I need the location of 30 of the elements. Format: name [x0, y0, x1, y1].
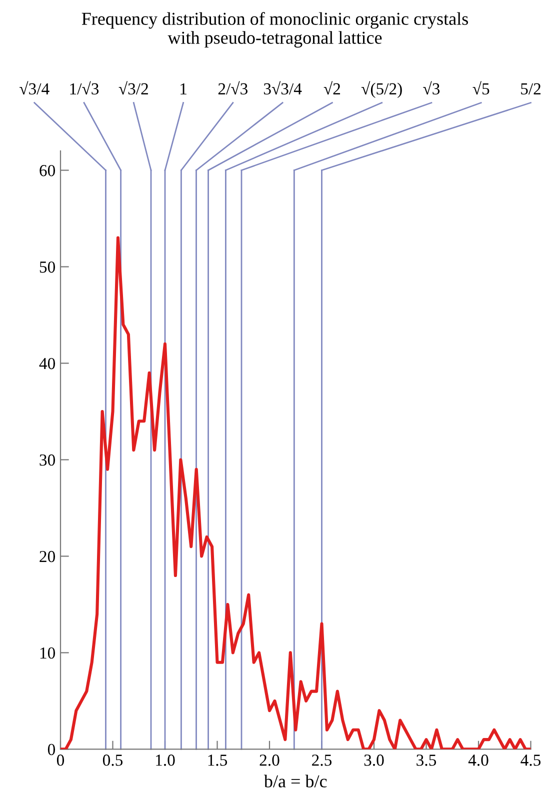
x-axis-title: b/a = b/c: [264, 774, 327, 788]
ref-line-label: 3√3/4: [264, 81, 302, 95]
y-tick-label: 20: [40, 550, 56, 562]
x-tick-label: 0: [56, 754, 64, 766]
x-tick-label: 4.5: [520, 754, 541, 766]
ref-line-label: √3/2: [118, 81, 148, 95]
y-tick-label: 30: [40, 454, 56, 466]
ref-line-label: √3/4: [20, 81, 50, 95]
ref-line-label: 1/√3: [70, 81, 99, 95]
y-tick-label: 10: [40, 647, 56, 659]
x-tick-label: 4.0: [468, 754, 488, 766]
x-tick-label: 2.0: [260, 754, 280, 766]
ref-line-label: 5/2: [521, 83, 540, 95]
ref-line-label: 2/√3: [218, 81, 248, 95]
ref-line-label: 1: [180, 83, 186, 94]
x-tick-label: 3.0: [364, 754, 384, 766]
ref-line-label: √2: [324, 81, 340, 94]
ref-line-label: √(5/2): [361, 81, 402, 98]
ref-line-label: √3: [423, 81, 440, 95]
chart-title: Frequency distribution of monoclinic organic crystals with pseudo-tetragonal lattice: [82, 12, 468, 48]
x-tick-label: 1.5: [208, 754, 228, 766]
y-tick-label: 40: [39, 358, 56, 370]
y-tick-label: 60: [40, 164, 56, 176]
ref-line-label: √5: [472, 81, 490, 95]
x-tick-label: 0.5: [102, 754, 123, 766]
x-tick-label: 3.5: [416, 754, 436, 766]
y-tick-label: 0: [48, 744, 56, 756]
x-tick-label: 2.5: [312, 754, 332, 766]
x-tick-label: 1.0: [156, 754, 175, 766]
y-tick-label: 50: [40, 261, 56, 273]
